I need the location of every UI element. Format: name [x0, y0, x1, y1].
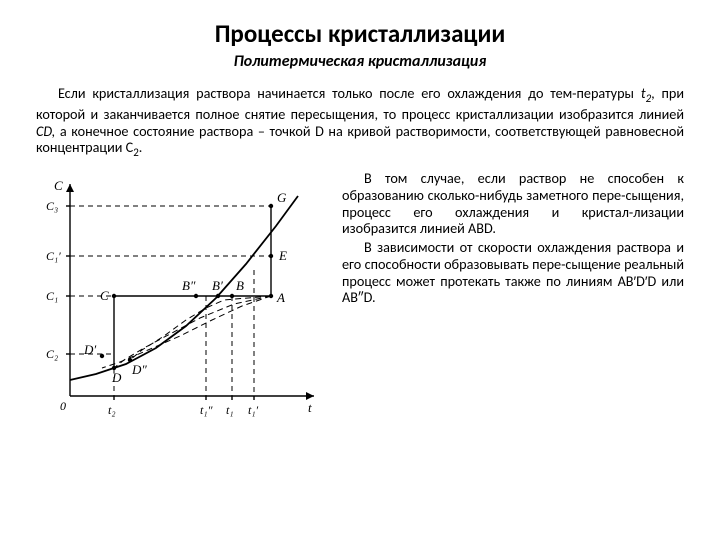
- svg-text:0: 0: [60, 399, 66, 413]
- svg-text:B: B: [236, 278, 244, 293]
- svg-text:C₂: C₂: [46, 347, 58, 361]
- svg-text:D: D: [111, 370, 122, 385]
- svg-text:C₁: C₁: [46, 289, 58, 303]
- page-subtitle: Политермическая кристаллизация: [36, 52, 684, 71]
- p3: В зависимости от скорости охлаждения рас…: [342, 238, 684, 306]
- svg-text:t: t: [308, 400, 312, 415]
- svg-text:t₁′: t₁′: [248, 403, 259, 417]
- crystallization-diagram: Ct 0 C₃ C₁′ C₁ C₂ t₂ t₁″ t₁ t₁′ G E A B B′ B″ C D D′ D″: [36, 170, 326, 430]
- svg-text:B″: B″: [182, 278, 196, 293]
- p1a: Если кристаллизация раствора начинается …: [58, 84, 641, 102]
- svg-text:t₂: t₂: [108, 403, 116, 417]
- svg-text:C: C: [100, 288, 109, 303]
- p1d: .: [139, 138, 143, 156]
- svg-text:C: C: [54, 178, 63, 193]
- intro-paragraph: Если кристаллизация раствора начинается …: [36, 85, 684, 160]
- svg-text:t₁″: t₁″: [200, 403, 214, 417]
- svg-text:G: G: [277, 190, 287, 205]
- svg-text:C₁′: C₁′: [46, 249, 61, 263]
- svg-text:E: E: [278, 248, 287, 263]
- svg-text:B′: B′: [212, 278, 223, 293]
- p1cd: СD,: [36, 122, 55, 140]
- svg-text:t₁: t₁: [226, 403, 234, 417]
- svg-text:C₃: C₃: [46, 199, 58, 213]
- svg-text:D′: D′: [83, 342, 96, 357]
- p2: В том случае, если раствор не способен к…: [342, 169, 684, 237]
- svg-text:A: A: [276, 290, 285, 305]
- page-title: Процессы кристаллизации: [36, 18, 684, 49]
- svg-text:D″: D″: [131, 362, 147, 377]
- right-column: В том случае, если раствор не способен к…: [342, 170, 684, 306]
